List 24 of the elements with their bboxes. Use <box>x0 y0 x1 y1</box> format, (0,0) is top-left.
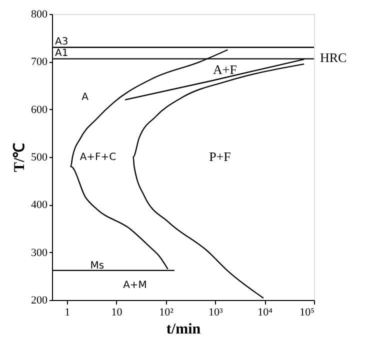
annotation: A+F <box>213 62 237 77</box>
y-tick-label: 300 <box>31 246 48 259</box>
annotation: A <box>82 92 89 103</box>
annotation: Ms <box>90 260 104 272</box>
x-axis-title: t/min <box>166 322 202 338</box>
ref-line-label: A1 <box>55 48 68 59</box>
x-tick-label: 1 <box>64 306 70 318</box>
text: HRC <box>320 50 347 65</box>
annotation: P+F <box>209 149 231 164</box>
x-tick-label: 10² <box>159 306 174 318</box>
x-tick-label: 10⁵ <box>300 306 315 318</box>
x-tick-label: 10⁴ <box>258 306 273 318</box>
ref-line-label: A3 <box>55 36 68 48</box>
y-tick-label: 800 <box>31 8 48 20</box>
y-tick-label: 200 <box>31 294 48 306</box>
annotation: A+F+C <box>80 152 116 163</box>
y-tick-label: 500 <box>31 152 48 164</box>
y-tick-label: 700 <box>31 56 48 68</box>
y-axis-title: T/℃ <box>12 142 28 172</box>
y-tick-label: 600 <box>31 104 48 116</box>
annotation: A+M <box>123 280 147 291</box>
x-tick-label: 10³ <box>208 306 224 318</box>
y-tick-label: 400 <box>31 199 48 212</box>
x-tick-label: 10 <box>111 306 123 318</box>
